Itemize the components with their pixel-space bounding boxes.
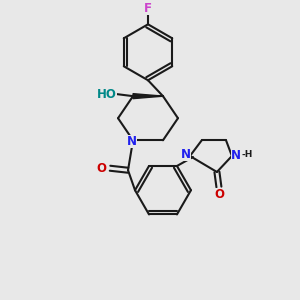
Text: N: N [231, 149, 241, 163]
Text: -H: -H [242, 151, 253, 160]
Text: N: N [181, 148, 191, 161]
Text: O: O [96, 162, 106, 175]
Polygon shape [133, 94, 163, 99]
Text: HO: HO [97, 88, 117, 100]
Text: N: N [127, 135, 137, 148]
Text: F: F [144, 2, 152, 15]
Text: O: O [214, 188, 224, 202]
